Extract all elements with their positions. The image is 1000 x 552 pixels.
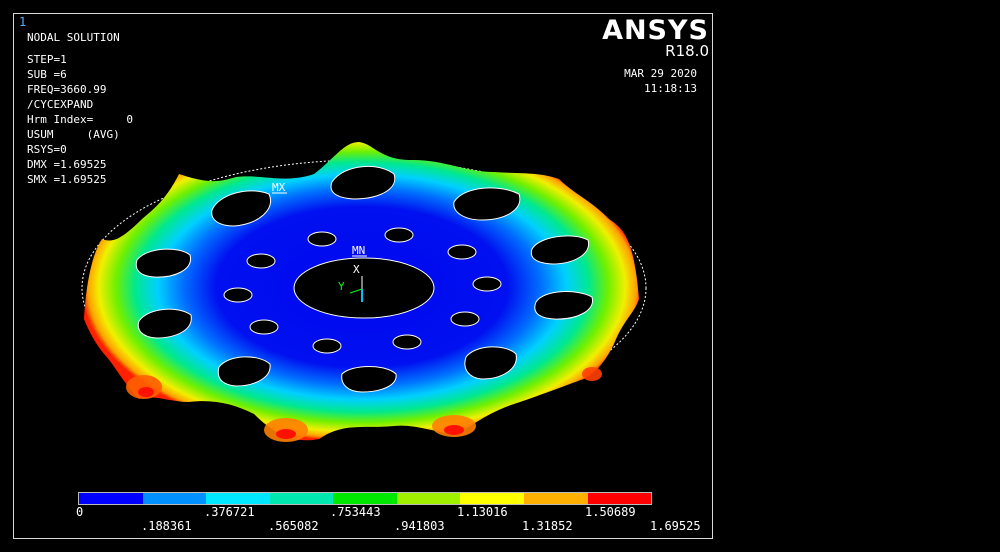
info-line-freq: FREQ=3660.99 [27,83,107,96]
hotspot [138,387,154,397]
legend-swatch [142,493,207,504]
legend-swatch [269,493,334,504]
date-label: MAR 29 2020 [624,67,697,80]
hotspot [582,367,602,381]
contour-plot[interactable]: X Y MN MX [14,14,712,484]
bolt-holes [223,227,502,354]
center-bore [293,257,435,319]
legend-bottom-label: .941803 [394,519,445,533]
legend-swatch [460,493,524,504]
legend-swatch [523,493,588,504]
legend-top-label: .753443 [330,505,381,519]
legend-swatch [587,493,652,504]
legend-bottom-label: .188361 [141,519,192,533]
window-number: 1 [19,15,27,29]
legend-bottom-label: 1.69525 [650,519,701,533]
time-label: 11:18:13 [644,82,697,95]
legend-top-label: 1.50689 [585,505,636,519]
outer-holes [135,165,593,393]
hotspot [276,429,296,439]
info-line-rsys: RSYS=0 [27,143,67,156]
color-legend-bar [78,492,652,505]
version-label: R18.0 [665,42,709,60]
info-line-cycexpand: /CYCEXPAND [27,98,94,111]
axis-y-label: Y [338,280,345,293]
max-marker: MX [272,181,286,194]
legend-swatch [333,493,397,504]
min-marker: MN [352,244,365,257]
legend-bottom-label: .565082 [268,519,319,533]
graphics-window[interactable]: 1 NODAL SOLUTION STEP=1 SUB =6 FREQ=3660… [13,13,713,539]
legend-top-label: 1.13016 [457,505,508,519]
ansys-logo: ANSYS [602,15,709,46]
hotspot [444,425,464,435]
info-line-smx: SMX =1.69525 [27,173,107,186]
info-line-usum: USUM (AVG) [27,128,120,141]
solution-title: NODAL SOLUTION [27,31,120,44]
legend-swatch [79,493,143,504]
info-line-dmx: DMX =1.69525 [27,158,107,171]
info-line-step: STEP=1 [27,53,67,66]
info-line-sub: SUB =6 [27,68,67,81]
legend-swatch [396,493,461,504]
coordinate-triad [349,276,363,302]
legend-swatch [206,493,270,504]
legend-top-label: .376721 [204,505,255,519]
info-line-hrm-index: Hrm Index= 0 [27,113,133,126]
legend-bottom-label: 1.31852 [522,519,573,533]
legend-top-label: 0 [76,505,84,519]
axis-x-label: X [353,263,360,276]
